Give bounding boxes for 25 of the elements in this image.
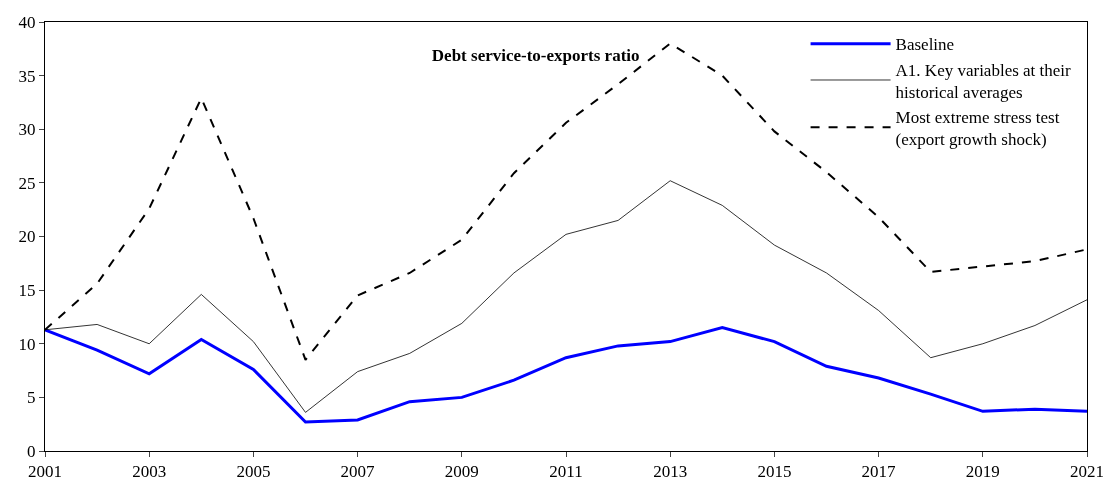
y-tick-label: 25: [18, 173, 36, 193]
y-tick-label: 5: [27, 388, 36, 408]
x-tick-label: 2007: [340, 462, 376, 482]
x-tick-label: 2009: [444, 462, 479, 482]
y-tick-label: 35: [18, 66, 36, 86]
x-tick-label: 2021: [1070, 462, 1104, 482]
y-tick-label: 10: [18, 334, 36, 354]
line-series: [45, 326, 1087, 424]
x-tick-label: 2013: [653, 462, 688, 482]
x-tick-label: 2003: [132, 462, 167, 482]
text: Debt service-to-exports ratio: [431, 46, 640, 66]
legend-label: Baseline: [895, 35, 955, 55]
y-tick-label: 0: [27, 441, 36, 461]
x-tick-label: 2005: [236, 462, 271, 482]
x-tick-label: 2001: [28, 462, 62, 482]
legend-label: Most extreme stress test (export growth shock): [895, 107, 1060, 149]
legend-label: A1. Key variables at their historical averages: [895, 60, 1072, 102]
y-tick-label: 30: [18, 120, 36, 140]
y-tick-label: 15: [18, 281, 36, 301]
x-tick-label: 2011: [549, 462, 583, 482]
y-tick-label: 40: [18, 12, 36, 32]
x-tick-label: 2017: [861, 462, 897, 482]
x-tick-label: 2015: [757, 462, 792, 482]
y-tick-label: 20: [18, 227, 36, 247]
x-tick-label: 2019: [965, 462, 1000, 482]
